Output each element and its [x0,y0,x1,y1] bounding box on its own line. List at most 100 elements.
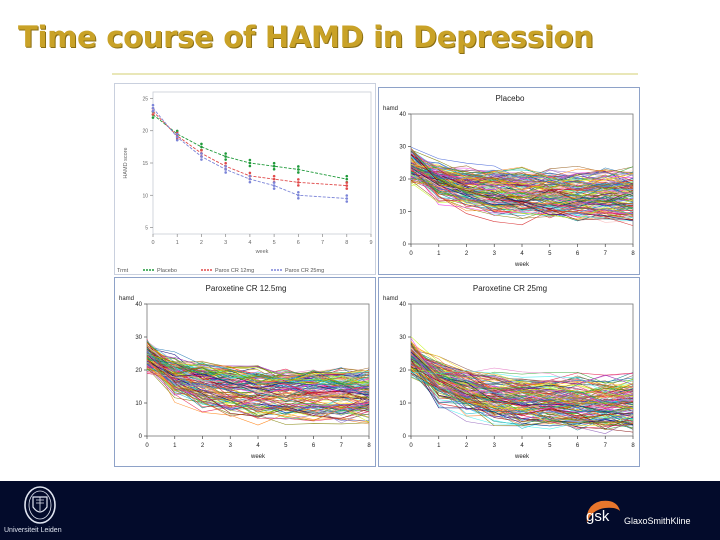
data-point [297,184,300,187]
subject-line [146,365,370,410]
hamd-figure: 5 10 15 20 25 0 1 2 3 4 5 6 7 8 9 week HAMD score Trmt Pla… [114,83,640,467]
subject-line [410,353,634,397]
panel-title: Paroxetine CR 12.5mg [206,284,287,293]
y-tick-label: 20 [399,177,406,183]
data-point [297,165,300,168]
subject-line [410,366,634,423]
data-point [248,164,252,168]
data-point [224,161,227,165]
subject-line [410,374,634,419]
subject-line [410,351,634,430]
subject-line [410,146,634,182]
y-tick-label: 40 [399,302,406,308]
data-point [248,177,252,181]
x-tick-label: 1 [173,443,177,449]
y-tick-label: 30 [399,335,406,341]
subject-line [410,150,634,221]
subject-line [410,174,634,192]
subject-line [146,347,370,400]
subject-line [410,347,634,389]
x-tick-label: 4 [520,443,524,449]
subject-line [410,370,634,384]
subject-line [410,178,634,201]
subject-line [146,354,370,387]
x-tick-label: 8 [631,443,635,449]
data-point [200,152,203,155]
subject-line [410,348,634,405]
y-tick-label: 30 [135,335,142,341]
subject-line [410,355,634,394]
subject-line [410,164,634,185]
data-point [248,174,252,178]
x-tick-label: 6 [576,443,580,449]
subject-line [410,165,634,213]
subject-line [146,350,370,426]
y-tick-label: 10 [399,210,406,216]
subject-line [146,340,370,397]
data-point [224,152,227,155]
subject-line [410,165,634,204]
data-point [175,138,179,142]
data-point [200,142,203,146]
data-point [151,106,155,110]
y-tick-label: 40 [399,112,406,118]
x-tick-label: 0 [151,240,154,246]
x-tick-label: 5 [548,251,552,257]
data-point [200,158,203,161]
legend-prefix: Trmt [117,268,129,274]
mean-hamd-chart: 5 10 15 20 25 0 1 2 3 4 5 6 7 8 9 week HAMD score Trmt Pla… [117,91,373,274]
title-divider [112,73,638,75]
data-point [297,193,300,197]
subject-line [146,357,370,384]
subject-line [410,161,634,206]
placebo-spaghetti-chart: Placebo hamd 0 10 20 30 40 0 1 2 3 4 5 6 7 8 week [383,94,635,268]
x-tick-label: 3 [493,443,497,449]
legend-label: Placebo [157,268,177,274]
data-point [297,178,300,181]
y-axis-label: hamd [383,296,398,302]
subject-line [410,347,634,430]
university-name: Universiteit Leiden [4,527,62,534]
subject-lines [146,338,370,426]
series-line-1 [152,111,347,187]
subject-line [410,161,634,208]
slide-title: Time course of HAMD in Depression [18,20,594,54]
y-tick-label: 15 [142,161,148,167]
x-tick-label: 6 [297,240,300,246]
subject-line [410,168,634,217]
x-tick-label: 1 [176,240,179,246]
data-point [272,181,276,184]
x-tick-label: 1 [437,443,441,449]
subject-line [410,149,634,189]
subject-line [410,368,634,426]
subject-line [146,338,370,422]
subject-line [410,354,634,398]
data-point [175,129,179,133]
data-point [272,161,276,165]
x-tick-label: 7 [340,443,344,449]
y-axis-label: hamd [119,296,134,302]
subject-line [146,363,370,389]
data-point [248,161,252,165]
subject-line [410,370,634,431]
subject-line [146,358,370,421]
y-tick-label: 40 [135,302,142,308]
subject-line [146,353,370,384]
x-tick-label: 2 [465,443,469,449]
data-point [272,177,276,181]
x-tick-label: 0 [409,443,413,449]
data-point [151,109,155,113]
subject-line [410,348,634,395]
y-tick-label: 30 [399,145,406,151]
subject-line [146,366,370,394]
data-point [200,155,203,158]
data-point [151,113,155,116]
subject-line [410,347,634,399]
y-tick-label: 25 [142,96,148,102]
data-point [345,184,349,187]
y-tick-label: 0 [403,242,407,248]
panel-title: Placebo [496,94,525,103]
data-point [200,149,203,152]
y-axis-label: HAMD score [123,147,129,178]
x-tick-label: 4 [256,443,260,449]
